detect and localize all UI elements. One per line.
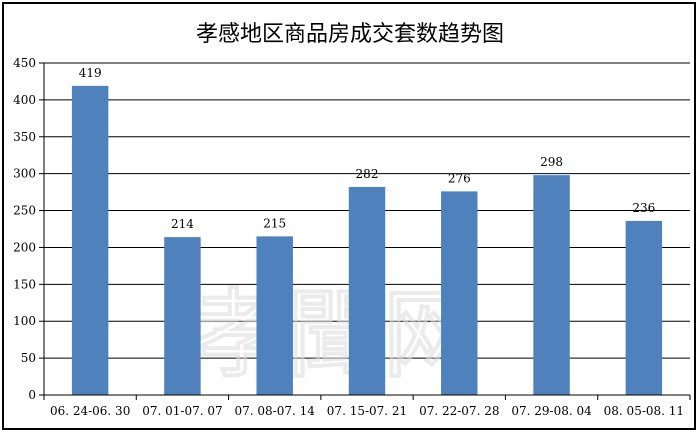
x-tick-label: 07. 08-07. 14 [235,404,316,418]
bar [164,237,201,395]
y-tick-label: 200 [13,240,36,254]
watermark: 孝聞网 [191,279,479,391]
x-tick-label: 07. 15-07. 21 [327,404,407,418]
data-label: 419 [79,66,102,80]
y-tick-label: 250 [13,204,36,218]
data-label: 214 [171,217,194,231]
bars [71,85,663,396]
y-tick-label: 50 [21,351,36,365]
data-label: 276 [448,171,471,185]
data-label: 215 [263,216,286,230]
y-tick-label: 0 [28,388,36,402]
bar [441,191,478,395]
bar [533,175,570,395]
y-tick-label: 400 [13,93,36,107]
x-tick-label: 07. 29-08. 04 [511,404,592,418]
bar [348,186,386,395]
chart-title: 孝感地区商品房成交套数趋势图 [195,22,504,47]
data-label: 236 [632,201,655,215]
y-tick-label: 450 [13,56,36,70]
x-tick-label: 08. 05-08. 11 [604,404,684,418]
bar [71,85,109,396]
y-tick-label: 100 [13,314,36,328]
data-label: 282 [356,167,379,181]
bar [256,236,293,395]
bar [625,220,663,395]
y-tick-label: 300 [13,167,36,181]
x-tick-label: 07. 01-07. 07 [142,404,222,418]
y-tick-label: 350 [13,130,36,144]
x-tick-label: 07. 22-07. 28 [419,404,499,418]
axes [39,62,691,400]
labels: 0 50 100 150 200 250 300 350 400 450 419 06. 24-06.… [13,56,684,418]
x-tick-label: 06. 24-06. 30 [50,404,130,418]
data-label: 298 [540,155,563,169]
y-tick-label: 150 [13,277,36,291]
